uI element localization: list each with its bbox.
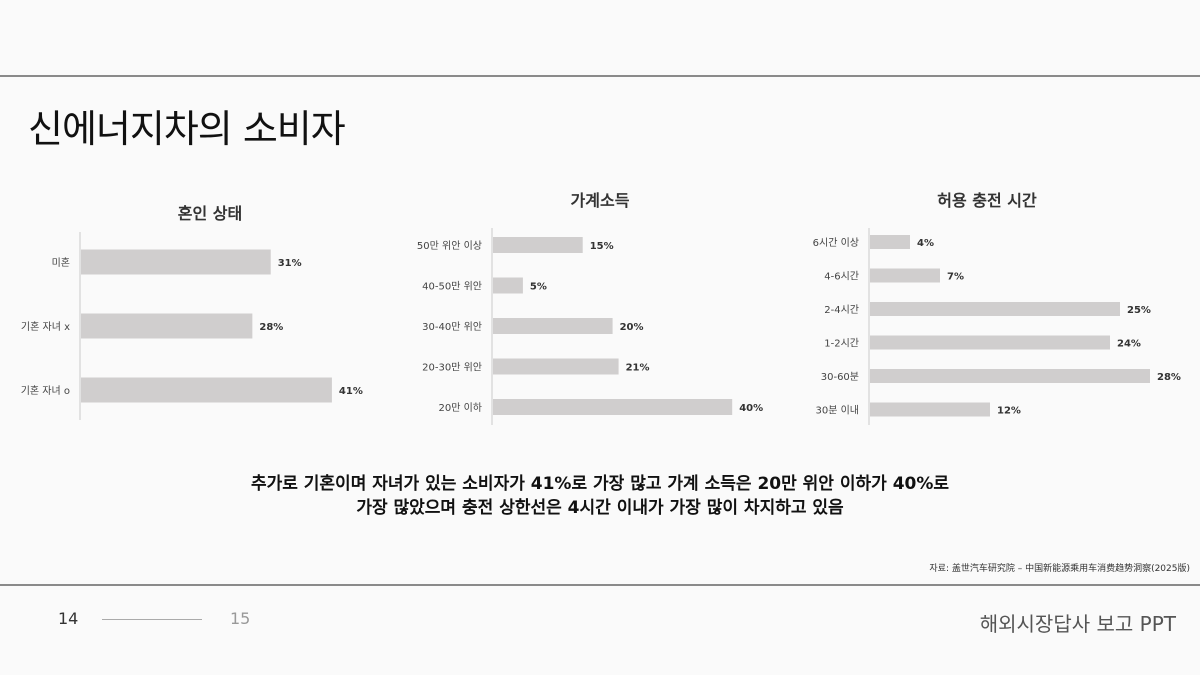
bar-charging-2 xyxy=(870,302,1120,316)
page-separator xyxy=(102,619,202,620)
bar-income-0 xyxy=(493,237,583,253)
category-label-income-0: 50만 위안 이상 xyxy=(417,239,482,252)
data-label-income-1: 5% xyxy=(530,282,547,293)
data-label-charging-4: 28% xyxy=(1157,372,1181,383)
data-label-marital-1: 28% xyxy=(259,322,283,333)
bar-income-1 xyxy=(493,277,523,294)
category-label-charging-1: 4-6시간 xyxy=(824,271,859,283)
category-label-marital-2: 기혼 자녀 o xyxy=(21,384,70,397)
data-label-income-2: 20% xyxy=(620,322,644,333)
bar-income-4 xyxy=(493,399,733,415)
data-label-marital-2: 41% xyxy=(339,386,363,397)
bar-charging-3 xyxy=(870,335,1110,350)
data-label-charging-3: 24% xyxy=(1117,339,1141,350)
summary-text: 추가로 기혼이며 자녀가 있는 소비자가 41%로 가장 많고 가계 소득은 2… xyxy=(0,472,1200,520)
category-label-charging-5: 30분 이내 xyxy=(815,405,859,417)
bar-marital-0 xyxy=(81,249,271,275)
category-label-marital-0: 미혼 xyxy=(52,256,70,269)
bar-income-2 xyxy=(493,318,613,334)
top-divider xyxy=(0,75,1200,77)
data-label-charging-5: 12% xyxy=(997,406,1021,417)
bar-charging-4 xyxy=(870,369,1150,383)
data-label-charging-0: 4% xyxy=(917,238,934,249)
data-label-marital-0: 31% xyxy=(278,258,302,269)
bar-marital-2 xyxy=(81,377,332,403)
data-label-income-4: 40% xyxy=(739,403,763,414)
category-label-charging-0: 6시간 이상 xyxy=(813,237,859,249)
category-label-income-3: 20-30만 위안 xyxy=(422,361,482,374)
data-label-charging-2: 25% xyxy=(1127,305,1151,316)
bottom-divider xyxy=(0,584,1200,586)
data-label-charging-1: 7% xyxy=(947,272,964,283)
page-number-current: 14 xyxy=(58,609,79,628)
category-label-charging-4: 30-60분 xyxy=(821,371,859,383)
bar-charging-1 xyxy=(870,268,940,283)
bar-charging-0 xyxy=(870,235,910,249)
data-label-income-0: 15% xyxy=(590,241,614,252)
bar-marital-1 xyxy=(81,313,253,339)
category-label-income-2: 30-40만 위안 xyxy=(422,320,482,333)
footer-title: 해외시장답사 보고 PPT xyxy=(979,612,1176,636)
page-number-next: 15 xyxy=(230,609,251,628)
bar-charging-5 xyxy=(870,402,990,417)
chart-title-marital: 혼인 상태 xyxy=(177,204,243,223)
chart-title-charging: 허용 충전 시간 xyxy=(937,191,1037,210)
category-label-income-4: 20만 이하 xyxy=(438,401,482,414)
summary-line-2: 가장 많았으며 충전 상한선은 4시간 이내가 가장 많이 차지하고 있음 xyxy=(356,498,844,518)
category-label-marital-1: 기혼 자녀 x xyxy=(21,320,70,333)
bar-income-3 xyxy=(493,358,619,375)
category-label-charging-2: 2-4시간 xyxy=(824,304,859,316)
category-label-charging-3: 1-2시간 xyxy=(824,338,859,350)
category-label-income-1: 40-50만 위안 xyxy=(422,280,482,293)
source-note: 자료: 盖世汽车研究院 – 中国新能源乘用车消费趋势洞察(2025版) xyxy=(929,564,1190,574)
summary-line-1: 추가로 기혼이며 자녀가 있는 소비자가 41%로 가장 많고 가계 소득은 2… xyxy=(250,474,950,494)
chart-title-income: 가계소득 xyxy=(570,191,630,210)
page-title: 신에너지차의 소비자 xyxy=(28,107,346,151)
data-label-income-3: 21% xyxy=(626,363,650,374)
